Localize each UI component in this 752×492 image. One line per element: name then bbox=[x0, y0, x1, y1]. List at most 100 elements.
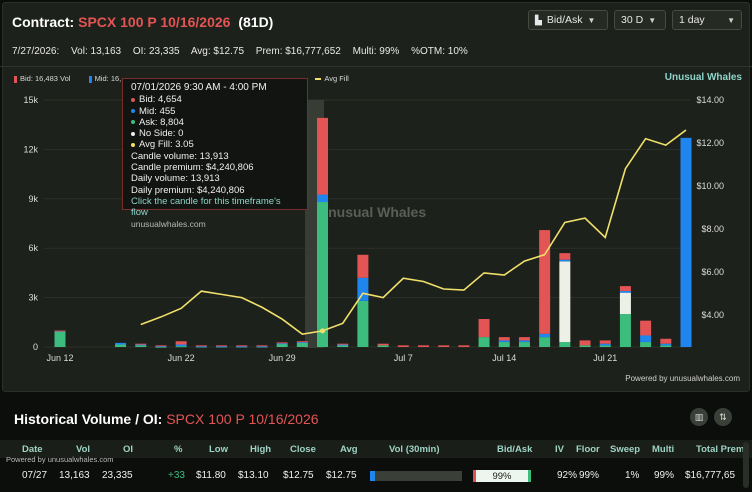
bar-ask bbox=[296, 342, 308, 347]
col-pct[interactable]: % bbox=[174, 444, 183, 455]
bar-bid bbox=[317, 117, 329, 195]
bar-bid bbox=[377, 343, 389, 346]
cell-sweep: 1% bbox=[625, 470, 640, 481]
col-date[interactable]: Date bbox=[22, 444, 43, 455]
history-title: Historical Volume / OI: SPCX 100 P 10/16… bbox=[14, 411, 319, 427]
bid-ask-bar: 99% bbox=[473, 470, 531, 482]
columns-icon[interactable]: ▥ bbox=[690, 408, 708, 426]
cell-vol: 13,163 bbox=[59, 470, 90, 481]
chart-type-select[interactable]: ▙ Bid/Ask ▼ bbox=[528, 10, 608, 30]
cell-iv: 92% bbox=[557, 470, 578, 481]
col-total-prem[interactable]: Total Prem bbox=[696, 444, 745, 455]
col-close[interactable]: Close bbox=[290, 444, 316, 455]
bar-bid bbox=[539, 230, 551, 334]
bar-mid bbox=[337, 344, 349, 346]
cell-high: $13.10 bbox=[238, 470, 269, 481]
bar-ask bbox=[498, 342, 510, 347]
bar-bid bbox=[195, 345, 207, 347]
bar-ask bbox=[599, 345, 611, 347]
y2-tick-label: $8.00 bbox=[701, 224, 724, 234]
scrollbar[interactable] bbox=[743, 442, 749, 488]
col-sweep[interactable]: Sweep bbox=[610, 444, 641, 455]
bar-bid bbox=[417, 345, 429, 347]
cell-oi: 23,335 bbox=[102, 470, 133, 481]
cell-close: $12.75 bbox=[283, 470, 314, 481]
y-tick-label: 12k bbox=[23, 144, 38, 154]
bar-ask bbox=[518, 342, 530, 347]
col-vol30[interactable]: Vol (30min) bbox=[389, 444, 440, 455]
y-tick-label: 6k bbox=[28, 243, 38, 253]
bar-bid bbox=[438, 345, 450, 347]
chevron-down-icon: ▼ bbox=[727, 15, 735, 25]
col-bidask[interactable]: Bid/Ask bbox=[497, 444, 533, 455]
tooltip-title: 07/01/2026 9:30 AM - 4:00 PM bbox=[131, 82, 267, 93]
bar-bid bbox=[498, 337, 510, 341]
x-tick-label: Jul 14 bbox=[492, 353, 516, 363]
history-contract[interactable]: SPCX 100 P 10/16/2026 bbox=[166, 411, 319, 427]
y-tick-label: 0 bbox=[33, 342, 38, 352]
bar-bid bbox=[397, 345, 409, 347]
bar-ask bbox=[478, 337, 490, 347]
y2-tick-label: $14.00 bbox=[696, 95, 724, 105]
bar-mid bbox=[599, 343, 611, 346]
powered-by[interactable]: Powered by unusualwhales.com bbox=[625, 374, 740, 383]
col-low[interactable]: Low bbox=[209, 444, 228, 455]
legend-mid[interactable]: Mid: 16, bbox=[88, 74, 130, 83]
table-row[interactable]: 07/27 13,163 23,335 +33 $11.80 $13.10 $1… bbox=[0, 466, 752, 488]
bar-bid bbox=[54, 330, 66, 332]
bar-mid bbox=[640, 335, 652, 343]
tooltip-no-side: No Side: 0 bbox=[131, 128, 299, 139]
bar-series bbox=[54, 117, 692, 348]
x-tick-label: Jul 21 bbox=[593, 353, 617, 363]
vol30-bar bbox=[370, 471, 462, 481]
y2-tick-label: $10.00 bbox=[696, 181, 724, 191]
tooltip-daily-premium: Daily premium: $4,240,806 bbox=[131, 184, 245, 196]
col-vol[interactable]: Vol bbox=[76, 444, 91, 455]
col-avg[interactable]: Avg bbox=[340, 444, 358, 455]
bar-mid bbox=[115, 342, 127, 345]
contract-label: Contract: bbox=[12, 14, 75, 30]
bar-ask bbox=[357, 300, 369, 347]
y2-tick-label: $6.00 bbox=[701, 267, 724, 277]
bar-ask bbox=[54, 331, 66, 347]
col-multi[interactable]: Multi bbox=[652, 444, 675, 455]
stat-prem: Prem: $16,777,652 bbox=[255, 46, 341, 57]
legend-bid[interactable]: Bid: 16,483 Vol bbox=[14, 74, 78, 83]
bar-bid bbox=[458, 345, 470, 347]
contract-symbol[interactable]: SPCX 100 P 10/16/2026 bbox=[78, 14, 231, 30]
col-iv[interactable]: IV bbox=[555, 444, 564, 455]
tooltip-ask: Ask: 8,804 bbox=[131, 117, 299, 128]
bar-chart-icon: ▙ bbox=[535, 14, 542, 25]
stats-bar: 7/27/2026: Vol: 13,163 OI: 23,335 Avg: $… bbox=[12, 46, 477, 57]
sort-icon[interactable]: ⇅ bbox=[714, 408, 732, 426]
bar-bid bbox=[518, 337, 530, 341]
tooltip-candle-premium: Candle premium: $4,240,806 bbox=[131, 162, 254, 174]
stat-multi: Multi: 99% bbox=[352, 46, 400, 57]
legend-avg-fill[interactable]: Avg Fill bbox=[315, 74, 356, 83]
bar-no-side bbox=[619, 292, 631, 315]
bar-bid bbox=[337, 343, 349, 345]
y-tick-label: 9k bbox=[28, 194, 38, 204]
tooltip-candle-volume: Candle volume: 13,913 bbox=[131, 150, 229, 162]
col-floor[interactable]: Floor bbox=[576, 444, 600, 455]
bar-mid bbox=[155, 346, 167, 348]
bar-mid bbox=[216, 346, 228, 348]
days-to-expiry: (81D) bbox=[238, 14, 274, 30]
range-select[interactable]: 30 D ▼ bbox=[614, 10, 666, 30]
bar-mid bbox=[539, 333, 551, 338]
avg-fill-line bbox=[140, 129, 687, 335]
interval-select[interactable]: 1 day ▼ bbox=[672, 10, 742, 30]
tooltip-flow-link[interactable]: Click the candle for this timeframe's fl… bbox=[131, 195, 281, 219]
cell-total-prem: $16,777,65 bbox=[685, 470, 736, 481]
tooltip-mid: Mid: 455 bbox=[131, 106, 299, 117]
chevron-down-icon: ▼ bbox=[648, 15, 657, 25]
bar-ask bbox=[155, 346, 167, 348]
col-high[interactable]: High bbox=[250, 444, 272, 455]
brand-logo: Unusual Whales bbox=[664, 72, 742, 83]
x-tick-label: Jul 7 bbox=[394, 353, 413, 363]
bar-mid bbox=[498, 340, 510, 343]
cell-multi: 99% bbox=[654, 470, 675, 481]
col-oi[interactable]: OI bbox=[123, 444, 134, 455]
bar-bid bbox=[135, 343, 147, 345]
